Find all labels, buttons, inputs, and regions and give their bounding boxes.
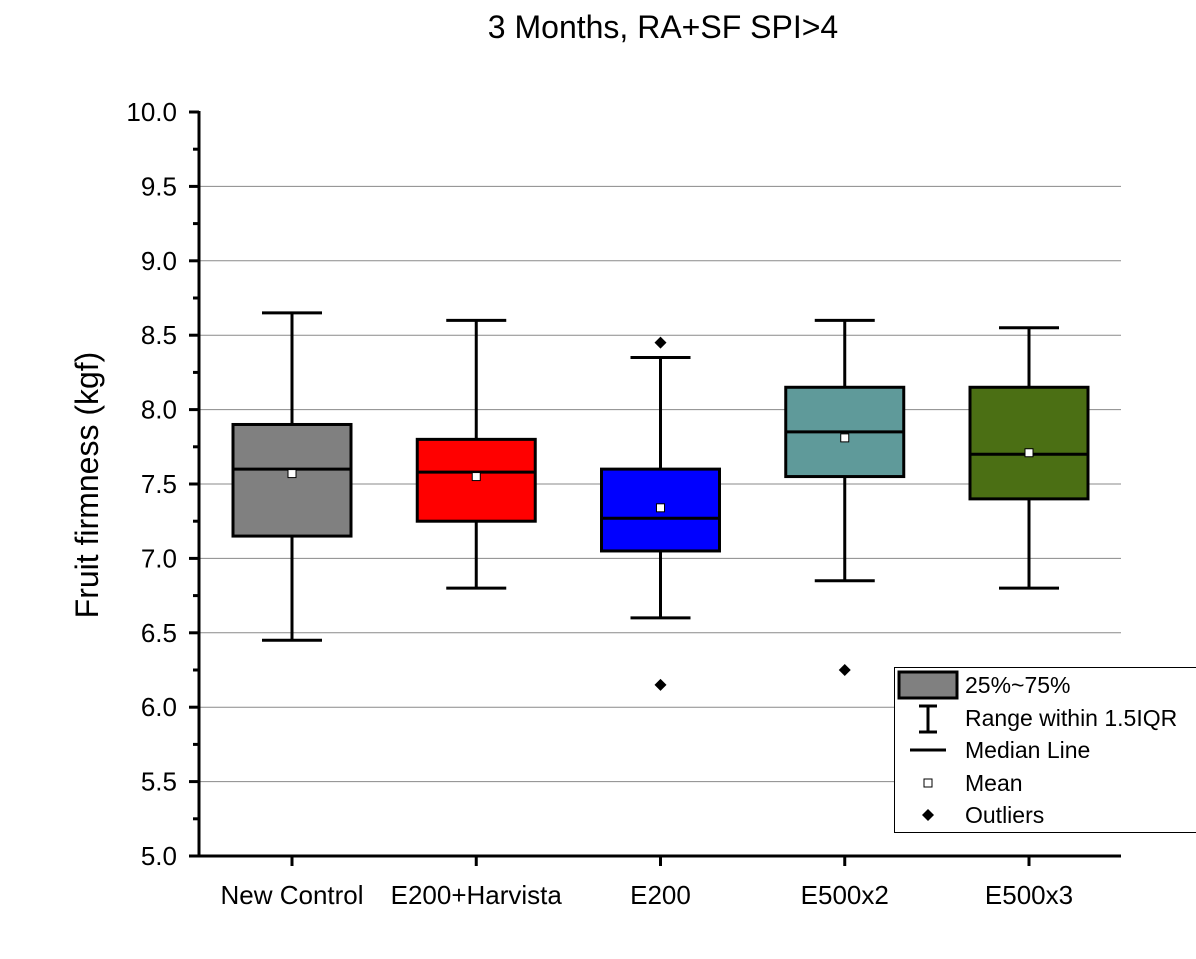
mean-marker xyxy=(472,473,480,481)
legend-label: Mean xyxy=(965,770,1023,796)
mean-marker xyxy=(288,470,296,478)
y-tick-label: 8.0 xyxy=(141,395,177,425)
x-tick-label: E200+Harvista xyxy=(391,880,563,910)
legend-mean-swatch xyxy=(924,779,932,787)
x-tick-label: New Control xyxy=(220,880,363,910)
box-group xyxy=(786,320,904,676)
legend-label: Outliers xyxy=(965,802,1044,828)
x-tick-label: E200 xyxy=(630,880,691,910)
box-group xyxy=(417,320,535,588)
y-tick-label: 6.0 xyxy=(141,692,177,722)
box-group xyxy=(602,337,720,691)
x-tick-label: E500x2 xyxy=(801,880,889,910)
iqr-box xyxy=(970,387,1088,499)
outlier-marker xyxy=(655,679,667,691)
outlier-marker xyxy=(655,337,667,349)
boxes xyxy=(233,313,1088,691)
legend-label: Range within 1.5IQR xyxy=(965,705,1177,731)
x-tick-label: E500x3 xyxy=(985,880,1073,910)
box-group xyxy=(233,313,351,640)
y-tick-label: 5.5 xyxy=(141,767,177,797)
y-axis-title: Fruit firmness (kgf) xyxy=(69,352,105,619)
mean-marker xyxy=(841,434,849,442)
legend-label: 25%~75% xyxy=(965,672,1071,698)
legend: 25%~75% Range within 1.5IQR Median Line Mea… xyxy=(895,668,1196,833)
outlier-marker xyxy=(839,664,851,676)
y-tick-label: 9.0 xyxy=(141,246,177,276)
chart-title: 3 Months, RA+SF SPI>4 xyxy=(488,9,838,45)
mean-marker xyxy=(657,504,665,512)
y-tick-label: 8.5 xyxy=(141,320,177,350)
y-tick-label: 7.5 xyxy=(141,469,177,499)
y-tick-label: 6.5 xyxy=(141,618,177,648)
legend-label: Median Line xyxy=(965,737,1090,763)
y-tick-label: 7.0 xyxy=(141,543,177,573)
legend-box-swatch xyxy=(899,672,957,698)
y-tick-label: 5.0 xyxy=(141,841,177,871)
y-tick-label: 9.5 xyxy=(141,171,177,201)
box-group xyxy=(970,328,1088,588)
mean-marker xyxy=(1025,449,1033,457)
y-tick-label: 10.0 xyxy=(126,97,177,127)
iqr-box xyxy=(233,424,351,536)
